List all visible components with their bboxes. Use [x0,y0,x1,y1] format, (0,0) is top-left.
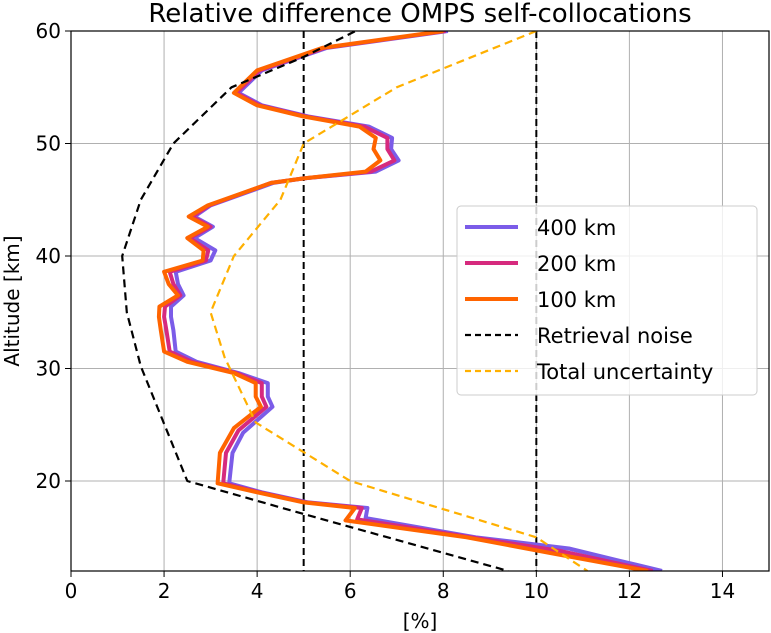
y-tick-label: 50 [36,132,61,156]
legend-label: 200 km [537,252,616,276]
chart-title: Relative difference OMPS self-collocatio… [148,0,691,29]
series-line-total-uncertainty [209,31,589,571]
legend-label: Total uncertainty [536,360,713,384]
x-tick-label: 10 [524,579,549,603]
x-tick-label: 12 [617,579,642,603]
x-tick-label: 4 [251,579,264,603]
x-axis-label: [%] [403,609,438,633]
legend-label: 400 km [537,216,616,240]
plot-frame [70,30,770,572]
series-group [121,31,663,571]
x-tick-label: 6 [344,579,357,603]
y-axis-ticks: 20 30 40 50 60 [36,19,71,493]
x-tick-label: 14 [710,579,735,603]
x-tick-label: 0 [65,579,78,603]
y-axis-label: Altitude [km] [0,235,24,366]
x-axis-ticks: 0 2 4 6 8 10 12 14 [65,571,735,603]
y-tick-label: 30 [36,357,61,381]
x-tick-label: 8 [437,579,450,603]
legend-label: Retrieval noise [537,324,693,348]
y-tick-label: 40 [36,244,61,268]
series-line-retrieval-noise [121,31,509,571]
x-tick-label: 2 [158,579,171,603]
y-tick-label: 20 [36,469,61,493]
series-line-100-km [156,31,649,571]
legend: 400 km 200 km 100 km Retrieval noise Total u… [456,205,758,396]
legend-box [456,205,758,396]
y-tick-label: 60 [36,19,61,43]
legend-label: 100 km [537,288,616,312]
